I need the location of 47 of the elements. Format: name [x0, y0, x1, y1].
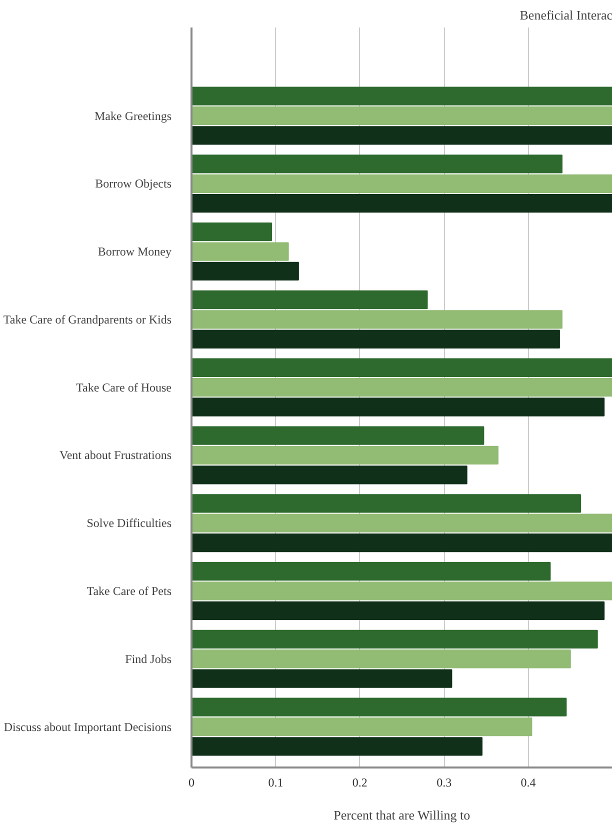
bar — [192, 698, 567, 716]
y-tick-label: Find Jobs — [125, 652, 172, 666]
y-tick-label: Take Care of Pets — [86, 584, 172, 598]
bar — [192, 310, 562, 329]
bar — [192, 222, 272, 242]
bar — [192, 378, 612, 397]
bar — [192, 494, 582, 513]
x-tick-label: 0.3 — [436, 776, 452, 790]
bar — [192, 194, 612, 213]
bar — [192, 514, 612, 532]
bar — [192, 398, 605, 416]
bar — [192, 126, 612, 145]
bar — [192, 426, 484, 445]
bar — [192, 737, 482, 756]
x-tick-label: 0.4 — [520, 776, 536, 790]
bar — [192, 466, 468, 484]
bar — [192, 290, 428, 310]
chart-title: Beneficial Interac — [520, 8, 612, 22]
bar — [192, 262, 299, 281]
y-tick-label: Take Care of House — [76, 380, 172, 394]
y-tick-label: Vent about Frustrations — [60, 448, 172, 462]
y-tick-label: Take Care of Grandparents or Kids — [3, 312, 172, 326]
bar — [192, 242, 289, 261]
bar — [192, 86, 612, 106]
y-tick-label: Borrow Money — [98, 244, 172, 259]
bar — [192, 174, 612, 193]
bar — [192, 717, 532, 736]
x-tick-label: 0 — [188, 776, 194, 790]
bar — [192, 533, 612, 552]
bar — [192, 650, 571, 668]
bar — [192, 601, 605, 620]
y-tick-label: Borrow Objects — [95, 176, 172, 191]
x-axis-title: Percent that are Willing to — [334, 808, 470, 822]
x-tick-label: 0.2 — [352, 776, 368, 790]
x-tick-label: 0.1 — [268, 776, 284, 790]
y-tick-label: Discuss about Important Decisions — [4, 720, 172, 734]
bar — [192, 630, 598, 649]
bar — [192, 106, 612, 126]
bar — [192, 562, 551, 581]
bar — [192, 358, 612, 377]
bar — [192, 330, 560, 348]
y-tick-label: Make Greetings — [94, 108, 172, 123]
y-tick-label: Solve Difficulties — [86, 516, 172, 530]
bar — [192, 669, 452, 688]
bar — [192, 446, 498, 465]
bar — [192, 154, 562, 174]
bar — [192, 582, 612, 600]
